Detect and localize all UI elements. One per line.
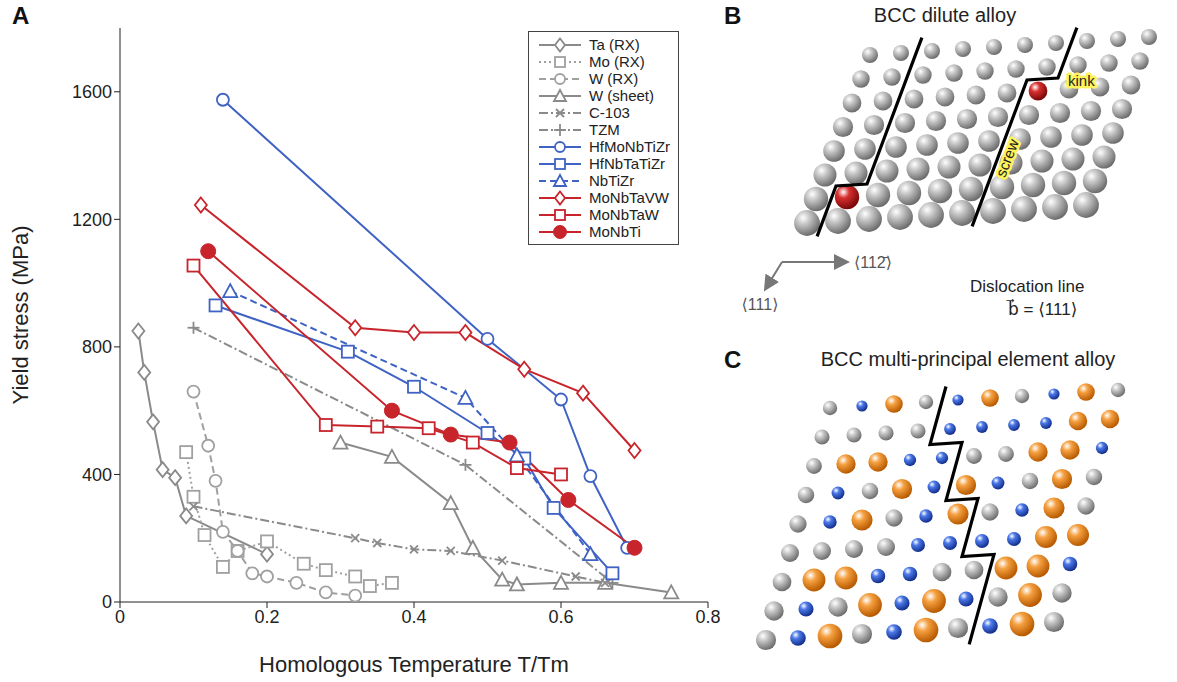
html-text:C-103: C-103 — [589, 104, 630, 121]
svg-text:0.4: 0.4 — [401, 607, 426, 627]
svg-text:C: C — [724, 346, 741, 373]
html-text:MoNbTi: MoNbTi — [589, 223, 641, 240]
svg-text:1600: 1600 — [72, 82, 112, 102]
svg-text:BCC dilute alloy: BCC dilute alloy — [874, 4, 1016, 26]
svg-text:BCC multi-principal element al: BCC multi-principal element alloy — [821, 348, 1116, 370]
html-text:MoNbTaW: MoNbTaW — [589, 206, 659, 223]
svg-text:0.6: 0.6 — [548, 607, 573, 627]
html-text:NbTiZr: NbTiZr — [589, 172, 635, 189]
svg-text:800: 800 — [82, 337, 112, 357]
svg-text:screw: screw — [992, 137, 1022, 180]
html-text:W (sheet): W (sheet) — [589, 87, 654, 104]
svg-text:0: 0 — [115, 607, 125, 627]
html-text:TZM: TZM — [589, 121, 620, 138]
svg-text:Yield stress (MPa): Yield stress (MPa) — [8, 226, 33, 405]
svg-text:400: 400 — [82, 465, 112, 485]
svg-text:0: 0 — [102, 592, 112, 612]
html-text:MoNbTaVW: MoNbTaVW — [589, 189, 669, 206]
html-text:W (RX): W (RX) — [589, 70, 639, 87]
svg-text:b⃗ = ⟨111⟩: b⃗ = ⟨111⟩ — [1007, 298, 1078, 319]
svg-text:Dislocation line: Dislocation line — [970, 277, 1084, 296]
html-text:Ta (RX): Ta (RX) — [589, 36, 640, 53]
svg-text:kink: kink — [1068, 72, 1095, 89]
html-text:Mo (RX): Mo (RX) — [589, 53, 645, 70]
svg-text:B: B — [724, 2, 741, 29]
html-text:HfMoNbTiZr: HfMoNbTiZr — [589, 138, 671, 155]
svg-text:⟨111⟩: ⟨111⟩ — [742, 296, 779, 313]
svg-text:1200: 1200 — [72, 210, 112, 230]
html-text:A: A — [12, 2, 30, 29]
svg-text:⟨112̄⟩: ⟨112̄⟩ — [854, 254, 892, 271]
svg-text:0.2: 0.2 — [254, 607, 279, 627]
html-text:HfNbTaTiZr: HfNbTaTiZr — [589, 155, 666, 172]
svg-text:0.8: 0.8 — [695, 607, 720, 627]
svg-text:Homologous Temperature T/Tm: Homologous Temperature T/Tm — [259, 652, 569, 677]
